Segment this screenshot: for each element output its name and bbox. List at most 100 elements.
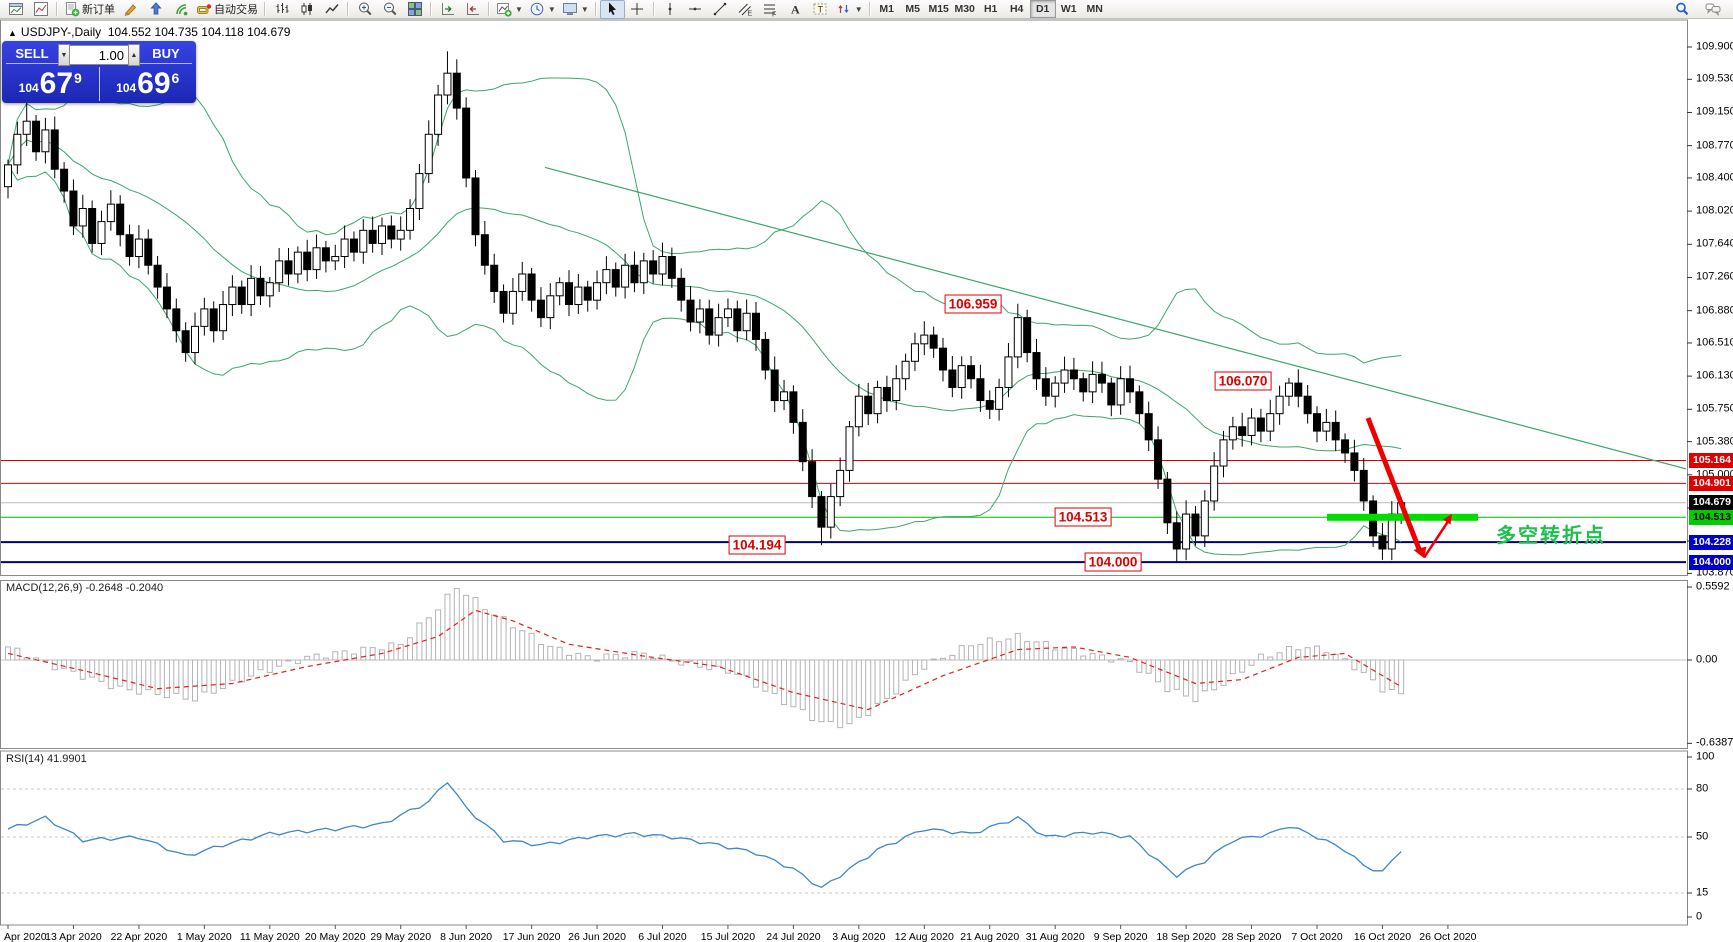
rsi-pane[interactable]: [1, 781, 1686, 894]
chat-icon: [1705, 3, 1720, 17]
timeframe-m15[interactable]: M15: [928, 3, 949, 15]
turning-point-annotation[interactable]: 多空转折点: [1496, 524, 1606, 547]
price-badge-104.679: 104.679: [1689, 495, 1733, 511]
line-chart-button[interactable]: [319, 0, 344, 19]
bollinger-upper-band: [7, 77, 1402, 364]
cursor-icon: [609, 2, 617, 15]
bar-chart-button[interactable]: [269, 0, 294, 19]
new-order-button[interactable]: 新订单: [61, 0, 118, 19]
tile-windows-icon: [407, 2, 422, 16]
price-axis-label: 108.020: [1696, 204, 1733, 217]
horizontal-line-button[interactable]: [683, 0, 708, 19]
date-axis-label: 9 Sep 2020: [1093, 931, 1148, 942]
price-axis-label: 107.260: [1696, 270, 1733, 283]
timeframe-d1[interactable]: D1: [1029, 0, 1056, 18]
shapes-icon: [838, 5, 849, 13]
zoom-in-button[interactable]: [352, 0, 377, 19]
ask-price[interactable]: 104 69 6: [100, 67, 197, 101]
zoom-out-button[interactable]: [377, 0, 402, 19]
sell-button[interactable]: SELL: [6, 46, 58, 64]
new-window-button[interactable]: [3, 0, 28, 19]
chart-bars-icon: [276, 3, 288, 13]
volume-input[interactable]: [70, 45, 128, 65]
text-label-icon: T: [813, 3, 827, 15]
buy-button[interactable]: BUY: [140, 46, 192, 64]
date-axis-label: 17 Jun 2020: [502, 931, 561, 942]
candlestick-chart-button[interactable]: [294, 0, 319, 19]
price-flag-106.070[interactable]: 106.070: [1214, 371, 1272, 391]
date-axis-label: 6 Jul 2020: [638, 931, 687, 942]
price-flag-104.000[interactable]: 104.000: [1084, 552, 1142, 572]
price-axis-label: 106.130: [1696, 369, 1733, 382]
red-bounce-arrow[interactable]: [1422, 517, 1452, 559]
signals-button[interactable]: [168, 0, 193, 19]
price-axis-label: 103.870: [1696, 566, 1733, 579]
date-axis-label: 18 Sep 2020: [1156, 931, 1216, 942]
rsi-axis-label: 15: [1696, 886, 1709, 899]
volume-increase-button[interactable]: ▲: [128, 44, 140, 66]
svg-text:T: T: [818, 5, 824, 15]
indicators-list-button[interactable]: ▼: [493, 0, 526, 19]
ask-main: 69: [137, 67, 171, 100]
chevron-down-icon: ▼: [547, 4, 556, 14]
trendline-tool-button[interactable]: [708, 0, 733, 19]
red-down-arrow[interactable]: [1365, 417, 1423, 553]
window-chart-icon: [8, 3, 23, 15]
date-axis-label: 22 Apr 2020: [110, 931, 168, 942]
styles-button[interactable]: [118, 0, 143, 19]
descending-trendline[interactable]: [544, 166, 1692, 470]
date-axis-label: 31 Aug 2020: [1025, 931, 1085, 942]
text-label-tool-button[interactable]: T: [808, 0, 833, 19]
tile-windows-button[interactable]: [402, 0, 427, 19]
search-button[interactable]: [1669, 0, 1694, 19]
arrows-tool-button[interactable]: ▼: [833, 0, 866, 19]
price-badge-104.901: 104.901: [1689, 475, 1733, 491]
macd-pane[interactable]: [1, 588, 1686, 729]
auto-trading-button[interactable]: 自动交易: [193, 0, 261, 19]
timeframe-h4[interactable]: H4: [1009, 3, 1024, 15]
volume-decrease-button[interactable]: ▼: [58, 44, 70, 66]
periods-button[interactable]: ▼: [526, 0, 559, 19]
bid-price[interactable]: 104 67 9: [2, 67, 100, 101]
date-axis-label: 26 Oct 2020: [1419, 931, 1477, 942]
timeframe-m5[interactable]: M5: [905, 3, 920, 15]
new-order-icon: [66, 2, 80, 17]
chart-line-icon: [324, 4, 339, 14]
template-icon: [562, 3, 577, 15]
vertical-line-button[interactable]: [658, 0, 683, 19]
text-tool-button[interactable]: A: [783, 0, 808, 19]
add-indicator-icon: [497, 3, 512, 17]
tick-chart-icon: [33, 2, 48, 16]
publish-button[interactable]: [143, 0, 168, 19]
timeframe-w1[interactable]: W1: [1060, 3, 1077, 15]
support-highlight-segment[interactable]: [1327, 513, 1478, 521]
fibonacci-retracement-button[interactable]: F: [758, 0, 783, 19]
search-icon: [1675, 2, 1688, 16]
date-axis-label: 16 Oct 2020: [1353, 931, 1412, 942]
price-badge-105.164: 105.164: [1689, 452, 1733, 468]
timeframe-h1[interactable]: H1: [983, 3, 998, 15]
price-axis-label: 108.770: [1696, 139, 1733, 152]
crosshair-button[interactable]: [625, 0, 650, 19]
price-flag-106.959[interactable]: 106.959: [944, 294, 1002, 314]
templates-button[interactable]: ▼: [559, 0, 592, 19]
timeframe-m1[interactable]: M1: [879, 3, 894, 15]
chart-canvas[interactable]: [0, 19, 1733, 942]
timeframe-mn[interactable]: MN: [1086, 3, 1103, 15]
crosshair-icon: [631, 3, 644, 15]
crayon-icon: [124, 4, 136, 16]
bid-prefix: 104: [18, 81, 39, 95]
chat-button[interactable]: [1700, 0, 1725, 19]
date-axis-label: Apr 2020: [4, 931, 47, 942]
price-flag-104.194[interactable]: 104.194: [728, 535, 786, 555]
chart-shift-button[interactable]: [460, 0, 485, 19]
auto-scroll-button[interactable]: [435, 0, 460, 19]
rsi-line: [7, 781, 1402, 889]
price-flag-104.513[interactable]: 104.513: [1054, 507, 1112, 527]
chevron-down-icon: ▼: [854, 4, 863, 14]
tick-chart-button[interactable]: [28, 0, 53, 19]
cursor-button[interactable]: [599, 0, 625, 19]
equidistant-channel-button[interactable]: E: [733, 0, 758, 19]
price-pane[interactable]: [1, 51, 1692, 564]
timeframe-m30[interactable]: M30: [954, 3, 975, 15]
